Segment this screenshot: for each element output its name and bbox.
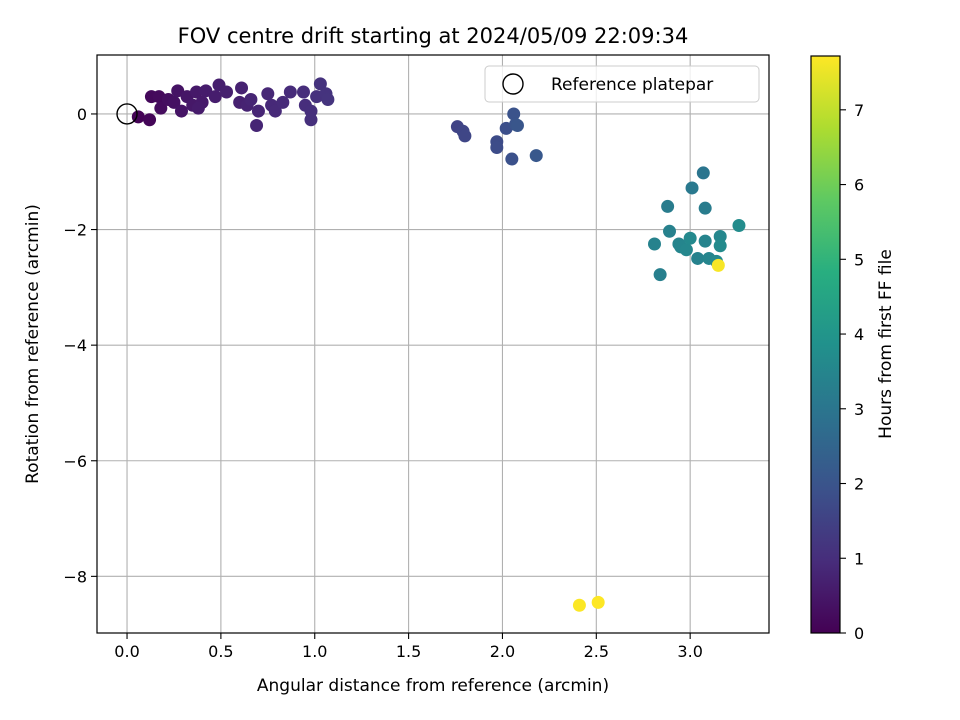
chart-title: FOV centre drift starting at 2024/05/09 …: [178, 24, 689, 48]
colorbar-tick-label: 5: [854, 250, 864, 269]
colorbar: 0 1 2 3 4 5 6 7 Hours from first FF file: [810, 55, 896, 643]
data-point: [713, 229, 727, 243]
data-point: [685, 181, 699, 195]
y-tick-label: −8: [63, 567, 87, 586]
scatter-points: [131, 77, 746, 612]
data-point: [191, 101, 205, 115]
x-tick-label: 2.0: [490, 642, 515, 661]
x-tick-label: 3.0: [677, 642, 702, 661]
data-point: [268, 104, 282, 118]
data-point: [661, 199, 675, 213]
data-point: [261, 87, 275, 101]
y-tick-label: −4: [63, 336, 87, 355]
y-tick-label: 0: [77, 105, 87, 124]
data-point: [276, 95, 290, 109]
y-axis-ticks: 0 −2 −4 −6 −8: [63, 105, 97, 586]
data-point: [283, 85, 297, 99]
data-point: [313, 77, 327, 91]
data-point: [174, 104, 188, 118]
y-tick-label: −6: [63, 452, 87, 471]
data-point: [679, 243, 693, 257]
data-point: [208, 90, 222, 104]
colorbar-tick-label: 7: [854, 101, 864, 120]
data-point: [490, 140, 504, 154]
y-tick-label: −2: [63, 221, 87, 240]
data-point: [691, 251, 705, 265]
data-point: [653, 268, 667, 282]
colorbar-gradient: [810, 55, 841, 634]
colorbar-tick-label: 3: [854, 400, 864, 419]
data-point: [698, 201, 712, 215]
data-point: [199, 84, 213, 98]
data-point: [591, 595, 605, 609]
data-point: [167, 95, 181, 109]
x-axis-ticks: 0.0 0.5 1.0 1.5 2.0 2.5 3.0: [114, 633, 703, 661]
data-point: [683, 231, 697, 245]
data-point: [505, 152, 519, 166]
data-point: [507, 107, 521, 121]
data-point: [251, 104, 265, 118]
data-point: [321, 93, 335, 107]
colorbar-tick-label: 0: [854, 624, 864, 643]
colorbar-label: Hours from first FF file: [876, 249, 896, 439]
x-tick-label: 0.0: [114, 642, 139, 661]
data-point: [235, 81, 249, 95]
x-tick-label: 2.5: [584, 642, 609, 661]
data-point: [711, 258, 725, 272]
colorbar-tick-label: 2: [854, 475, 864, 494]
data-point: [220, 85, 234, 99]
data-point: [154, 101, 168, 115]
y-axis-label: Rotation from reference (arcmin): [23, 204, 43, 484]
data-point: [510, 119, 524, 133]
data-point: [304, 113, 318, 127]
legend: Reference platepar: [484, 65, 760, 103]
data-point: [663, 224, 677, 238]
colorbar-tick-label: 6: [854, 176, 864, 195]
data-point: [732, 219, 746, 233]
data-point: [244, 93, 258, 107]
data-point: [171, 84, 185, 98]
data-point: [647, 237, 661, 251]
data-point: [458, 129, 472, 143]
x-tick-label: 1.5: [396, 642, 421, 661]
legend-marker-icon: [502, 73, 524, 95]
legend-entry: Reference platepar: [551, 75, 713, 95]
legend-box: [484, 65, 760, 103]
x-tick-label: 0.5: [208, 642, 233, 661]
data-point: [713, 239, 727, 253]
reference-marker: [116, 103, 138, 125]
x-tick-label: 1.0: [302, 642, 327, 661]
reference-point-marker: [116, 103, 138, 125]
data-point: [698, 234, 712, 248]
data-point: [296, 85, 310, 99]
data-point: [143, 113, 157, 127]
data-point: [572, 598, 586, 612]
data-point: [529, 149, 543, 163]
data-point: [696, 166, 710, 180]
grid-lines: [97, 55, 769, 633]
colorbar-tick-label: 1: [854, 549, 864, 568]
data-point: [250, 119, 264, 133]
colorbar-tick-label: 4: [854, 325, 864, 344]
colorbar-ticks: 0 1 2 3 4 5 6 7: [840, 101, 864, 643]
plot-frame: [96, 54, 770, 634]
x-axis-label: Angular distance from reference (arcmin): [257, 676, 609, 696]
